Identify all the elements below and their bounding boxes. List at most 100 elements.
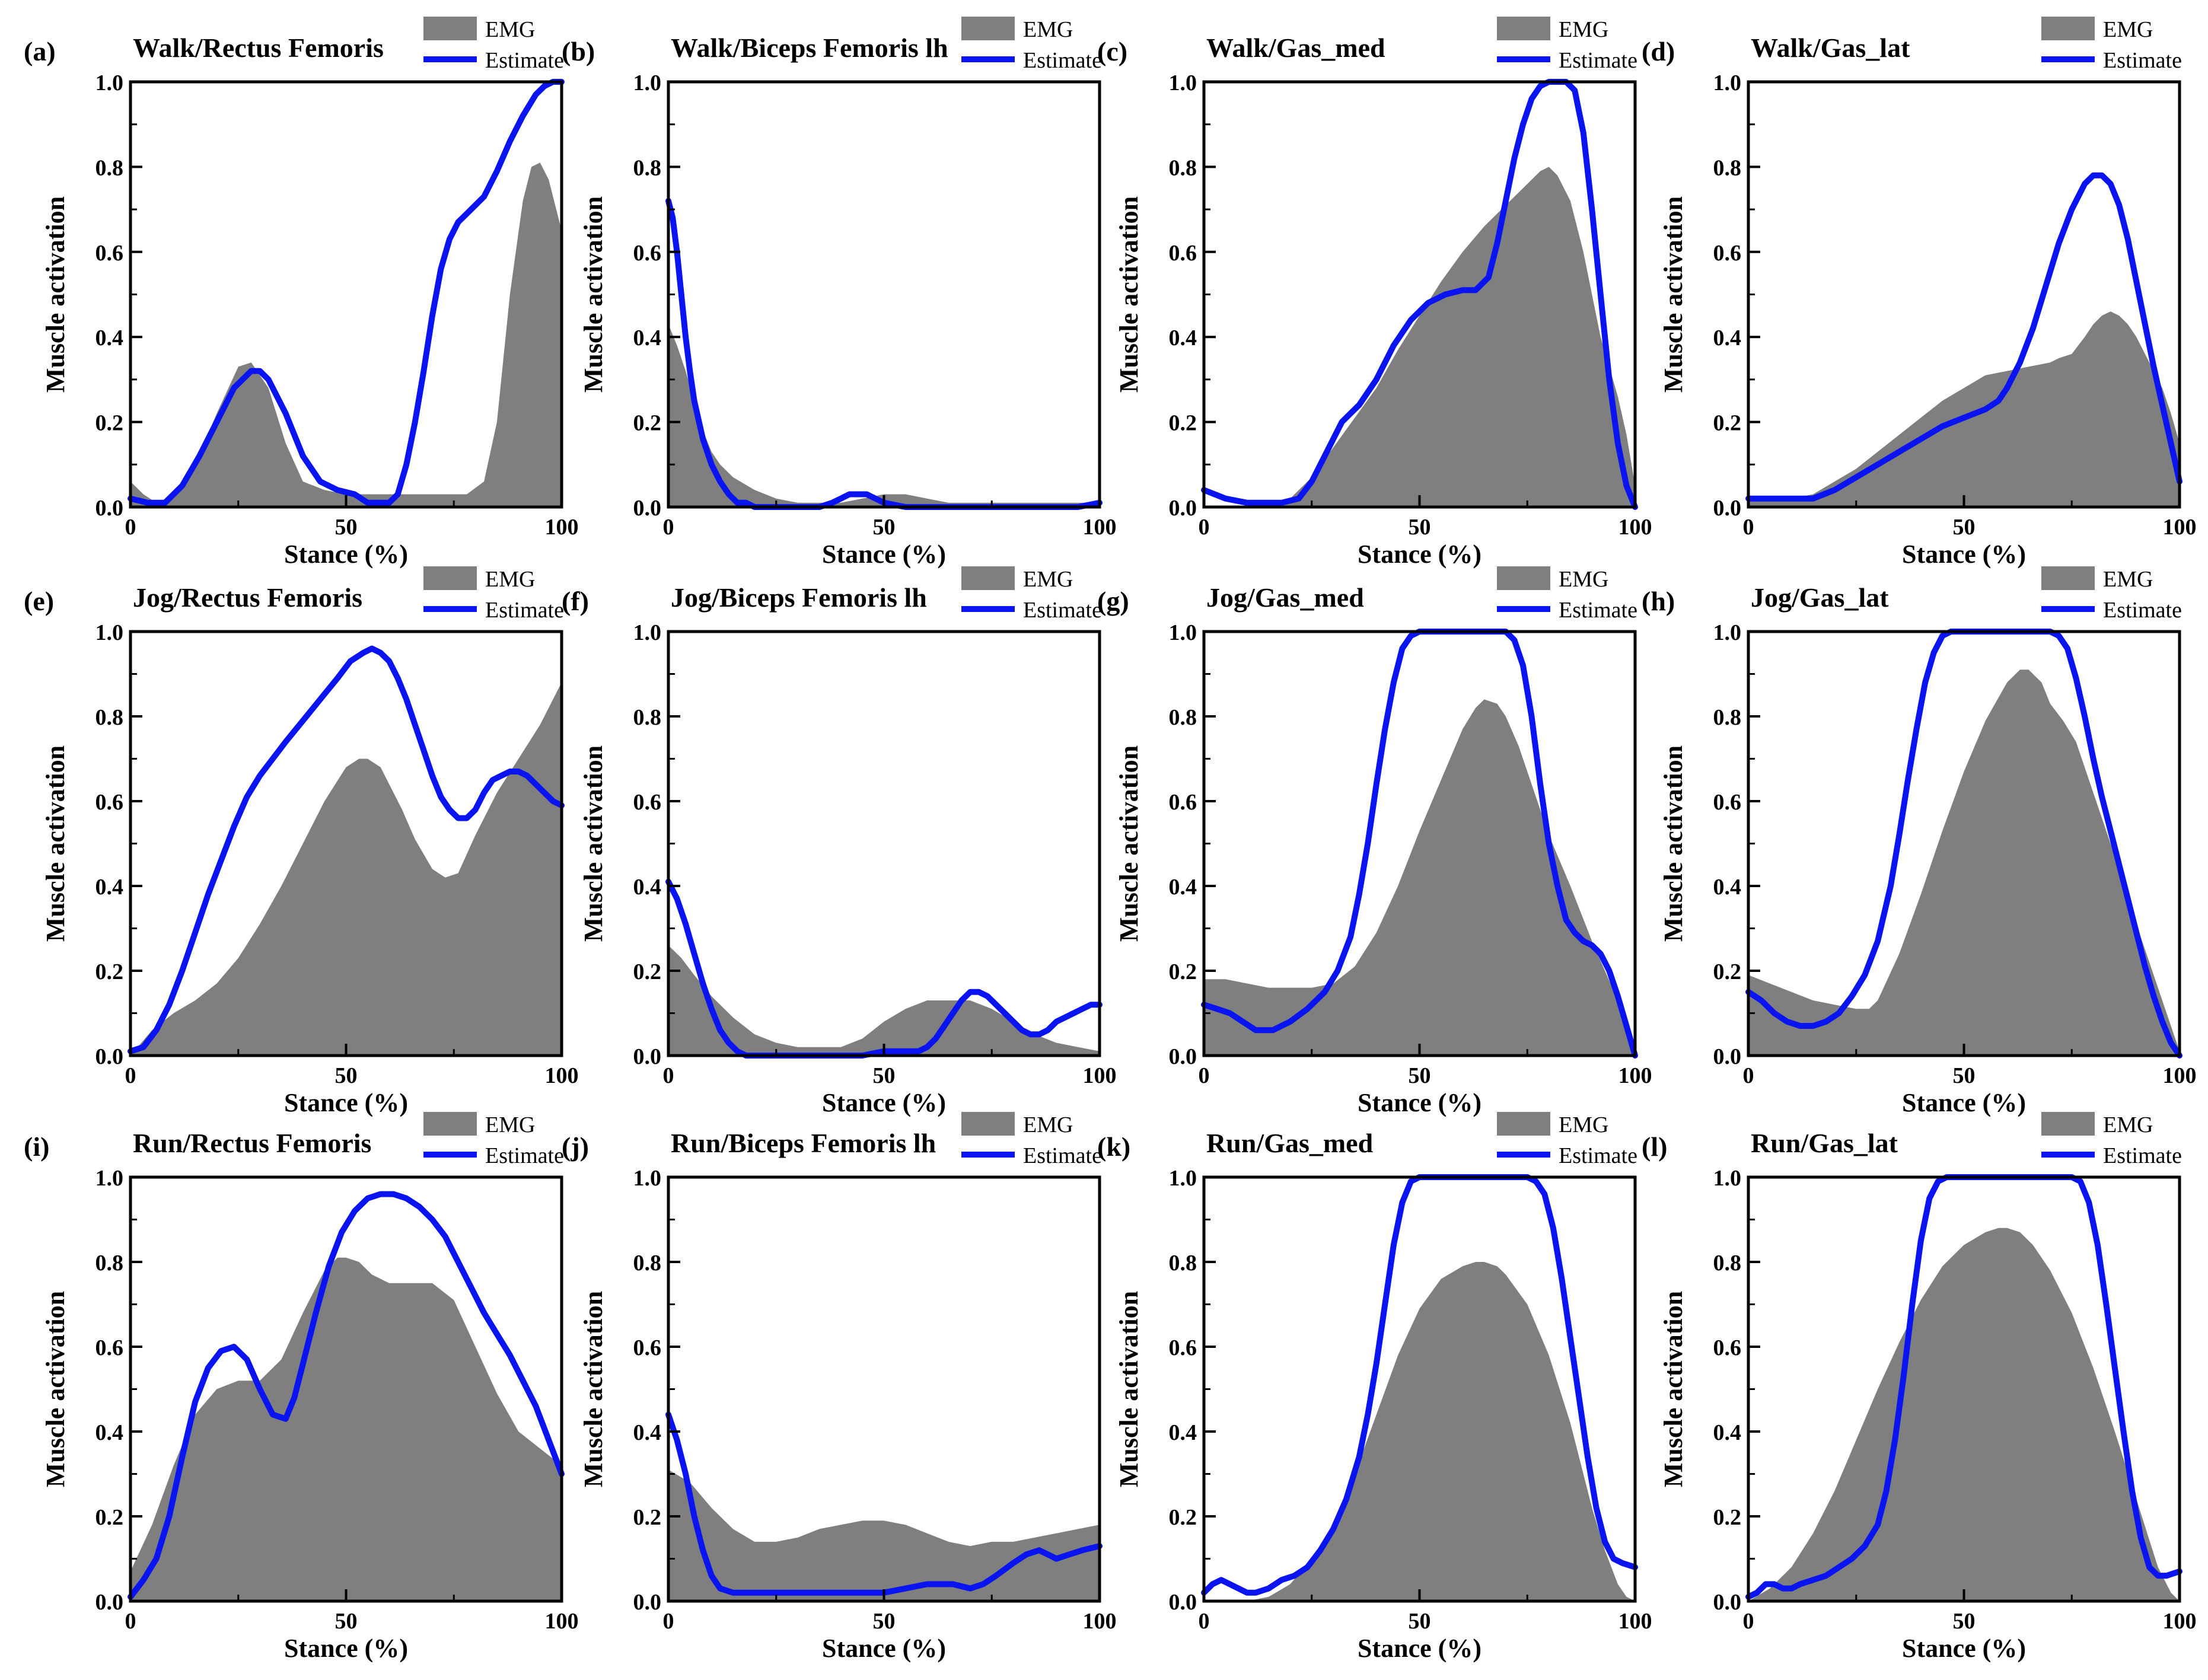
- panel-letter: (k): [1097, 1131, 1130, 1162]
- legend-emg-label: EMG: [2103, 17, 2153, 42]
- y-tick-label: 0.2: [1713, 411, 1742, 436]
- y-tick-label: 0.6: [1713, 1335, 1742, 1360]
- x-axis-label: Stance (%): [1358, 1088, 1481, 1117]
- y-tick-label: 0.0: [1713, 1044, 1742, 1069]
- panel-d: 0.0 0.2 0.4 0.6 0.8 1.0 0 50 100 Stance (%) Muscle…: [1642, 17, 2197, 569]
- y-tick-label: 1.0: [1713, 1166, 1742, 1191]
- x-tick-label: 50: [1953, 1063, 1976, 1088]
- x-tick-label: 100: [1083, 1063, 1117, 1088]
- panel-a: 0.0 0.2 0.4 0.6 0.8 1.0 0 50 100 Stance (%) Muscle…: [24, 17, 579, 569]
- x-tick-label: 100: [1618, 1063, 1652, 1088]
- panel-i: 0.0 0.2 0.4 0.6 0.8 1.0 0 50 100 Stance (%) Muscle…: [24, 1112, 579, 1663]
- y-tick-label: 0.2: [633, 411, 662, 436]
- panel-letter: (f): [562, 586, 589, 616]
- x-tick-label: 100: [2163, 515, 2197, 540]
- y-tick-label: 0.0: [1169, 1044, 1197, 1069]
- panel-title: Run/Biceps Femoris lh: [671, 1128, 936, 1158]
- emg-area: [668, 1469, 1100, 1601]
- x-tick-label: 0: [1199, 515, 1210, 540]
- x-axis-label: Stance (%): [1902, 1634, 2026, 1663]
- legend-emg-swatch: [1497, 566, 1550, 590]
- estimate-line: [1201, 79, 1638, 510]
- legend-emg-label: EMG: [1559, 1112, 1608, 1137]
- y-tick-label: 0.0: [1713, 1590, 1742, 1615]
- panel-letter: (g): [1097, 586, 1129, 616]
- x-tick-label: 100: [545, 515, 579, 540]
- panel-letter: (c): [1097, 36, 1127, 66]
- y-tick-label: 0.6: [633, 1335, 662, 1360]
- y-axis-label: Muscle activation: [1114, 196, 1143, 393]
- y-tick-label: 0.6: [633, 790, 662, 815]
- y-tick-label: 0.8: [633, 705, 662, 730]
- panel-title: Walk/Gas_lat: [1751, 33, 1910, 63]
- legend-estimate-label: Estimate: [2103, 48, 2182, 73]
- legend-estimate-label: Estimate: [2103, 1143, 2182, 1168]
- panel-j: 0.0 0.2 0.4 0.6 0.8 1.0 0 50 100 Stance (%) Muscle…: [562, 1112, 1117, 1663]
- y-axis-label: Muscle activation: [1659, 196, 1688, 393]
- estimate-line: [1745, 172, 2182, 502]
- x-tick-label: 100: [1083, 1609, 1117, 1634]
- legend-emg-swatch: [961, 17, 1015, 40]
- x-axis-label: Stance (%): [284, 540, 408, 569]
- y-tick-label: 0.2: [1169, 411, 1197, 436]
- y-tick-label: 0.2: [1713, 959, 1742, 984]
- x-axis-label: Stance (%): [284, 1634, 408, 1663]
- estimate-line: [665, 197, 1103, 510]
- x-tick-label: 50: [873, 1609, 896, 1634]
- panel-letter: (e): [24, 586, 54, 616]
- x-axis-label: Stance (%): [1902, 540, 2026, 569]
- legend-estimate-label: Estimate: [1023, 598, 1102, 623]
- panel-letter: (b): [562, 36, 595, 66]
- legend-emg-swatch: [1497, 1112, 1550, 1136]
- y-tick-label: 0.6: [95, 1335, 124, 1360]
- y-tick-label: 0.4: [95, 326, 124, 350]
- y-tick-label: 0.4: [633, 875, 662, 900]
- y-axis-label: Muscle activation: [579, 745, 608, 942]
- x-tick-label: 100: [2163, 1063, 2197, 1088]
- panel-h: 0.0 0.2 0.4 0.6 0.8 1.0 0 50 100 Stance (%) Muscle…: [1642, 566, 2197, 1117]
- y-axis-label: Muscle activation: [579, 1291, 608, 1487]
- y-tick-label: 0.8: [95, 1251, 124, 1276]
- panel-letter: (l): [1642, 1131, 1667, 1162]
- legend-estimate-label: Estimate: [485, 48, 564, 73]
- panel-b: 0.0 0.2 0.4 0.6 0.8 1.0 0 50 100 Stance (%) Muscle…: [562, 17, 1117, 569]
- x-tick-label: 0: [1743, 515, 1754, 540]
- y-tick-label: 0.4: [1169, 875, 1197, 900]
- panel-k: 0.0 0.2 0.4 0.6 0.8 1.0 0 50 100 Stance (%) Muscle…: [1097, 1112, 1652, 1663]
- legend-estimate-label: Estimate: [2103, 598, 2182, 623]
- panel-title: Walk/Biceps Femoris lh: [671, 33, 948, 63]
- x-tick-label: 50: [1409, 515, 1431, 540]
- y-tick-label: 0.6: [1169, 241, 1197, 266]
- x-tick-label: 100: [1618, 1609, 1652, 1634]
- x-tick-label: 100: [1618, 515, 1652, 540]
- y-tick-label: 0.6: [1169, 790, 1197, 815]
- legend-emg-swatch: [961, 1112, 1015, 1136]
- legend-estimate-label: Estimate: [1559, 1143, 1637, 1168]
- y-axis-label: Muscle activation: [41, 745, 70, 942]
- y-tick-label: 1.0: [633, 71, 662, 95]
- x-tick-label: 50: [1953, 1609, 1976, 1634]
- legend-emg-label: EMG: [1559, 567, 1608, 592]
- legend-estimate-label: Estimate: [485, 598, 564, 623]
- estimate-line: [1201, 1174, 1638, 1596]
- legend-estimate-label: Estimate: [1559, 48, 1637, 73]
- y-tick-label: 0.4: [1713, 875, 1742, 900]
- emg-area: [668, 324, 1100, 507]
- panel-title: Run/Gas_med: [1206, 1128, 1374, 1158]
- y-axis-label: Muscle activation: [1659, 1291, 1688, 1487]
- legend-emg-swatch: [423, 17, 477, 40]
- y-tick-label: 0.8: [633, 155, 662, 180]
- y-axis-label: Muscle activation: [41, 1291, 70, 1487]
- x-tick-label: 0: [1743, 1063, 1754, 1088]
- x-tick-label: 100: [545, 1063, 579, 1088]
- panel-letter: (a): [24, 36, 56, 66]
- y-tick-label: 0.0: [633, 1044, 662, 1069]
- y-tick-label: 0.0: [95, 1590, 124, 1615]
- legend-emg-swatch: [423, 566, 477, 590]
- emg-area: [668, 945, 1100, 1056]
- y-tick-label: 1.0: [1169, 1166, 1197, 1191]
- y-tick-label: 0.0: [1169, 1590, 1197, 1615]
- x-tick-label: 100: [545, 1609, 579, 1634]
- y-tick-label: 1.0: [633, 1166, 662, 1191]
- panel-title: Jog/Rectus Femoris: [133, 582, 362, 613]
